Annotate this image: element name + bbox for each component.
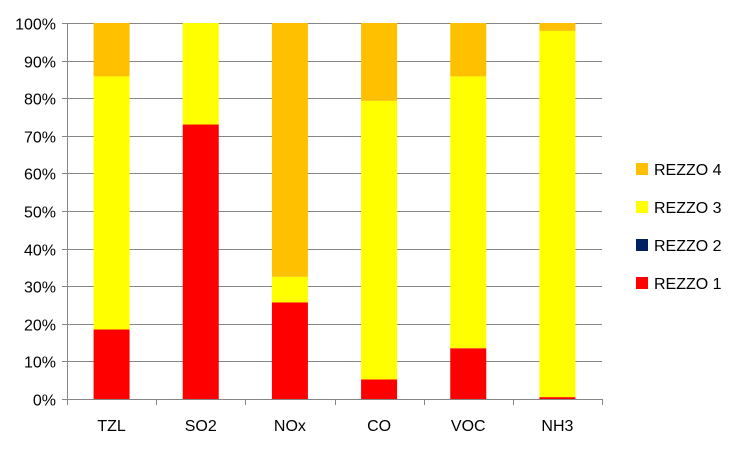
- legend: REZZO 4 REZZO 3 REZZO 2 REZZO 1: [636, 162, 722, 293]
- x-axis: TZL SO2 NOx CO VOC NH3: [67, 399, 603, 435]
- legend-label-rezzo-4: REZZO 4: [654, 162, 722, 179]
- legend-swatch-rezzo-2: [636, 239, 648, 251]
- bar-segment-rezzo-1-co: [361, 379, 398, 399]
- legend-swatch-rezzo-3: [636, 201, 648, 213]
- bar-segment-rezzo-1-tzl: [93, 329, 130, 399]
- x-tick-label: SO2: [185, 418, 217, 435]
- x-tick-label: CO: [367, 418, 391, 435]
- legend-label-rezzo-2: REZZO 2: [654, 238, 722, 255]
- bar-segment-rezzo-4-nh3: [539, 23, 576, 31]
- y-tick-label: 40%: [24, 243, 56, 260]
- bars: [93, 23, 576, 400]
- bar-segment-rezzo-1-nox: [271, 302, 308, 399]
- bar-segment-rezzo-4-voc: [450, 23, 487, 77]
- gridlines: [67, 23, 602, 362]
- legend-label-rezzo-1: REZZO 1: [654, 276, 722, 293]
- x-tick-label: VOC: [451, 418, 486, 435]
- bar-segment-rezzo-4-co: [361, 23, 398, 101]
- y-tick-label: 60%: [24, 167, 56, 184]
- bar-segment-rezzo-3-so2: [182, 23, 219, 125]
- bar-segment-rezzo-3-co: [361, 100, 398, 380]
- bar-segment-rezzo-4-tzl: [93, 23, 130, 77]
- bar-segment-rezzo-1-nh3: [539, 397, 576, 399]
- bar-segment-rezzo-3-voc: [450, 76, 487, 349]
- legend-label-rezzo-3: REZZO 3: [654, 200, 722, 217]
- x-tick-label: NOx: [274, 418, 306, 435]
- y-tick-label: 100%: [15, 17, 56, 34]
- y-axis: 0% 10% 20% 30% 40% 50% 60% 70% 80% 90% 100%: [15, 17, 68, 410]
- x-tick-label: TZL: [97, 418, 126, 435]
- y-tick-label: 0%: [33, 393, 56, 410]
- bar-segment-rezzo-1-voc: [450, 348, 487, 399]
- bar-segment-rezzo-1-so2: [182, 124, 219, 400]
- bar-segment-rezzo-4-nox: [271, 23, 308, 277]
- y-tick-label: 90%: [24, 55, 56, 72]
- legend-swatch-rezzo-1: [636, 277, 648, 289]
- y-tick-label: 30%: [24, 280, 56, 297]
- x-tick-label: NH3: [541, 418, 573, 435]
- bar-segment-rezzo-3-nox: [271, 276, 308, 303]
- y-tick-label: 50%: [24, 205, 56, 222]
- y-tick-label: 20%: [24, 318, 56, 335]
- y-tick-label: 80%: [24, 92, 56, 109]
- bar-segment-rezzo-3-tzl: [93, 76, 130, 330]
- y-tick-label: 70%: [24, 130, 56, 147]
- legend-swatch-rezzo-4: [636, 163, 648, 175]
- bar-segment-rezzo-3-nh3: [539, 30, 576, 398]
- y-tick-label: 10%: [24, 355, 56, 372]
